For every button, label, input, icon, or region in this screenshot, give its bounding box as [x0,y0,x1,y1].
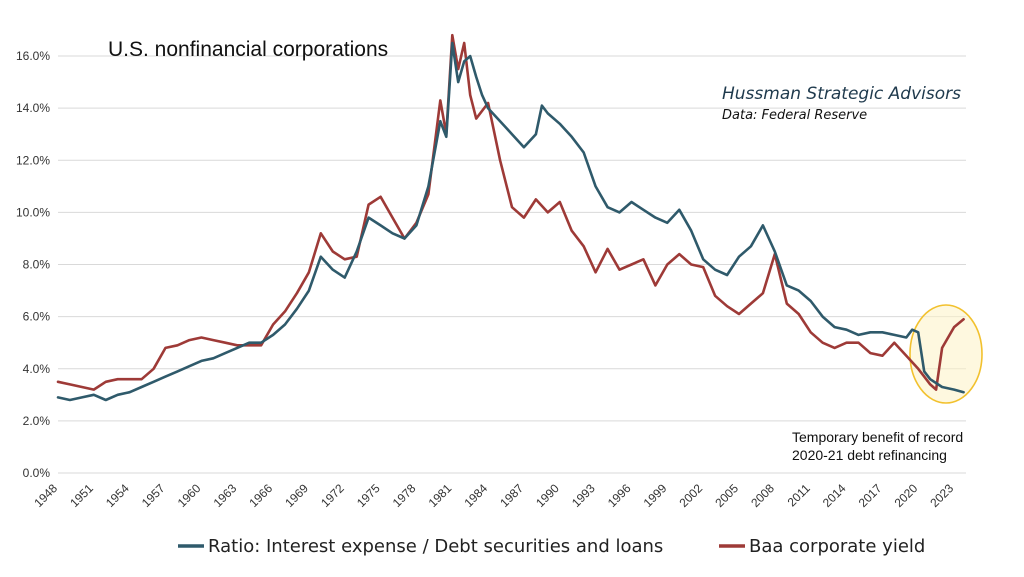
y-tick-label: 2.0% [23,414,51,428]
y-tick-label: 16.0% [16,49,50,63]
series-line-baa [56,33,965,391]
gridlines [58,55,966,474]
highlight-ellipse [909,304,983,404]
legend-label-ratio: Ratio: Interest expense / Debt securitie… [208,536,663,557]
annotation-line-1: Temporary benefit of record [792,429,963,445]
y-tick-label: 8.0% [23,258,51,272]
series-line-ratio [56,41,965,402]
y-tick-label: 0.0% [23,466,51,480]
y-axis-ticks: 0.0% 2.0% 4.0% 6.0% 8.0% 10.0% 12.0% 14.0% 16.0% [16,49,50,480]
source-data: Data: Federal Reserve [722,108,867,123]
legend-label-baa: Baa corporate yield [749,536,925,557]
y-tick-label: 10.0% [16,205,50,219]
annotation-line-2: 2020-21 debt refinancing [792,447,947,463]
source-organization: Hussman Strategic Advisors [722,84,961,104]
y-tick-label: 4.0% [23,362,51,376]
legend: Ratio: Interest expense / Debt securitie… [178,536,925,557]
series-lines [56,33,965,402]
y-tick-label: 12.0% [16,153,50,167]
y-tick-label: 6.0% [23,310,51,324]
chart-title: U.S. nonfinancial corporations [108,38,388,61]
y-tick-label: 14.0% [16,101,50,115]
